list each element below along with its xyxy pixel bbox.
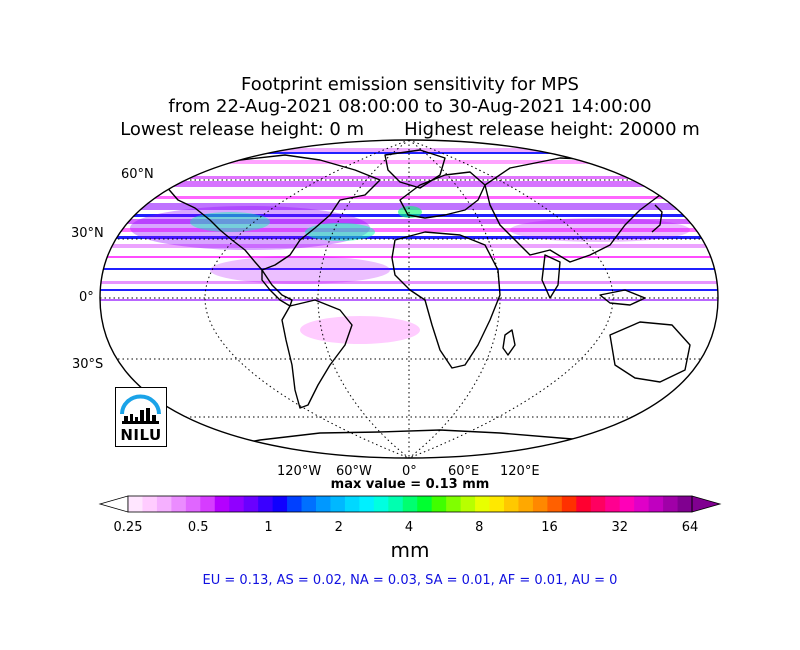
colorbar-frame [127,495,693,513]
colorbar-segment [460,496,476,512]
colorbar-segment [532,496,548,512]
colorbar-segment [504,496,519,512]
colorbar-tick-label: 32 [611,520,629,535]
colorbar-segment [475,496,490,512]
colorbar-segment [301,496,317,512]
colorbar-segment [373,496,389,512]
colorbar-segment [431,496,447,512]
nilu-logo-icon [120,394,161,424]
colorbar-tick-label: 8 [475,520,484,535]
colorbar-segment [330,496,346,512]
colorbar-tick-label: 1 [264,520,273,535]
colorbar-segment [402,496,418,512]
lat-label-60n: 60°N [121,167,154,182]
region-values: EU = 0.13, AS = 0.02, NA = 0.03, SA = 0.… [202,573,618,588]
colorbar-segment [518,496,534,512]
colorbar-segment [648,496,664,512]
max-value-label: max value = 0.13 mm [330,477,490,492]
graticule [100,140,718,458]
colorbar-segment [200,496,216,512]
colorbar-segment [359,496,375,512]
lon-label-60e: 60°E [448,464,480,479]
colorbar-segment [272,496,288,512]
lon-label-60w: 60°W [336,464,372,479]
colorbar-segment [634,496,650,512]
colorbar-segment [605,496,621,512]
colorbar-units: mm [390,538,430,562]
title-line-1: Footprint emission sensitivity for MPS [241,74,579,95]
colorbar-segment [677,496,693,512]
colorbar-segment [171,496,187,512]
colorbar-segment [287,496,302,512]
title-line-3: Lowest release height: 0 m Highest relea… [120,119,700,140]
colorbar-segment [388,496,404,512]
colorbar-segment [185,496,201,512]
colorbar-extend-high [691,495,722,513]
lat-label-30s: 30°S [72,357,104,372]
colorbar-tick-label: 64 [681,520,699,535]
lon-label-120w: 120°W [277,464,322,479]
colorbar-segment [156,496,172,512]
lon-label-0: 0° [402,464,417,479]
colorbar-segment [128,496,143,512]
colorbar-segment [619,496,635,512]
logo-text: NILU [120,426,162,444]
colorbar-segment [258,496,274,512]
title-line-2: from 22-Aug-2021 08:00:00 to 30-Aug-2021… [168,96,652,117]
colorbar-segment [417,496,433,512]
colorbar-tick-label: 0.5 [187,520,209,535]
colorbar-segment [489,496,505,512]
colorbar-tick-label: 2 [334,520,343,535]
map-boundary [99,139,719,459]
colorbar-segment [243,496,259,512]
colorbar-segment [547,496,563,512]
colorbar-extend-low [98,495,129,513]
colorbar-segment [446,496,462,512]
colorbar-segment [214,496,230,512]
nilu-logo: NILU [115,387,167,447]
colorbar-tick-label: 0.25 [113,520,143,535]
colorbar-segment [142,496,158,512]
colorbar-segment [576,496,592,512]
colorbar-segment [316,496,331,512]
lon-label-120e: 120°E [500,464,540,479]
colorbar-segment [229,496,245,512]
colorbar-segment [344,496,360,512]
lat-label-0: 0° [79,290,94,305]
colorbar [98,495,722,513]
lat-label-30n: 30°N [71,226,104,241]
colorbar-segment [663,496,678,512]
colorbar-segment [561,496,577,512]
colorbar-segment [590,496,606,512]
colorbar-tick-label: 16 [541,520,558,535]
colorbar-tick-label: 4 [404,520,414,535]
